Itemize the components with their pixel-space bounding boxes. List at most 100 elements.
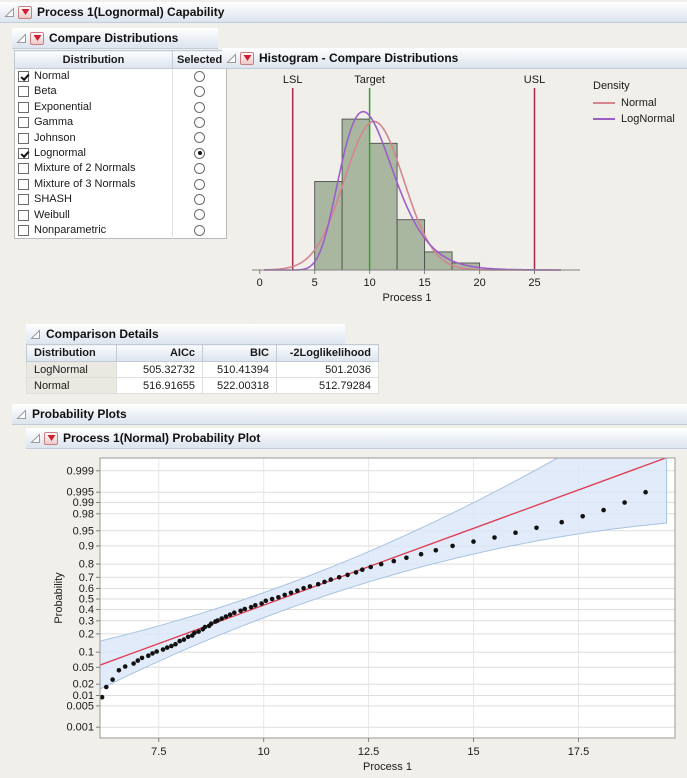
distribution-checkbox[interactable] (18, 194, 29, 206)
col-header-aicc: AICc (116, 344, 203, 362)
distribution-table: Distribution Selected Normal Beta Exponent… (14, 50, 228, 240)
legend-entry-lognormal[interactable]: LogNormal (593, 113, 675, 125)
distribution-checkbox[interactable] (18, 209, 29, 221)
distribution-checkbox[interactable] (18, 71, 29, 82)
distribution-checkbox[interactable] (18, 132, 29, 144)
histogram-chart[interactable]: LSL Target USL 0 5 10 15 20 25 Process 1 (222, 70, 687, 310)
disclosure-triangle-icon[interactable] (30, 432, 41, 444)
legend-entry-normal[interactable]: Normal (593, 97, 675, 109)
y-tick-label: 0.995 (66, 487, 94, 499)
distribution-label: Mixture of 3 Normals (34, 177, 136, 190)
distribution-row: Weibull (14, 207, 227, 224)
compare-distributions-title: Compare Distributions (49, 31, 179, 45)
comparison-row: Normal 516.91655 522.00318 512.79284 (26, 377, 379, 394)
distribution-checkbox[interactable] (18, 178, 29, 190)
y-tick-label: 0.6 (79, 583, 94, 595)
disclosure-triangle-icon[interactable] (16, 408, 27, 420)
disclosure-triangle-icon[interactable] (16, 32, 27, 44)
x-tick-label: 12.5 (358, 746, 379, 758)
x-tick-label: 0 (257, 277, 263, 289)
distribution-checkbox[interactable] (18, 148, 29, 160)
distribution-label: SHASH (34, 193, 72, 206)
y-tick-label: 0.95 (73, 525, 94, 537)
comparison-distribution: Normal (26, 377, 117, 394)
distribution-label: Normal (34, 70, 70, 82)
distribution-radio[interactable] (194, 224, 206, 236)
y-tick-label: 0.99 (73, 497, 94, 509)
distribution-label: Johnson (34, 131, 76, 144)
x-axis-title: Process 1 (383, 292, 432, 304)
red-triangle-menu-icon[interactable] (30, 31, 44, 45)
distribution-checkbox[interactable] (18, 117, 29, 129)
neg2loglikelihood-value: 512.79284 (276, 377, 379, 394)
distribution-radio[interactable] (194, 209, 206, 221)
red-triangle-menu-icon[interactable] (240, 51, 254, 65)
distribution-checkbox[interactable] (18, 101, 29, 113)
comparison-details-table: Distribution AICc BIC -2Loglikelihood Lo… (26, 344, 379, 394)
histogram-legend: Density Normal LogNormal (593, 80, 675, 129)
distribution-checkbox[interactable] (18, 225, 29, 237)
distribution-label: Gamma (34, 116, 74, 129)
y-tick-label: 0.01 (73, 690, 94, 702)
red-triangle-menu-icon[interactable] (44, 431, 58, 445)
y-tick-label: 0.001 (66, 722, 94, 734)
x-axis-title: Process 1 (363, 761, 412, 773)
aicc-value: 516.91655 (116, 377, 203, 394)
y-tick-label: 0.7 (79, 572, 94, 584)
distribution-radio[interactable] (194, 101, 206, 113)
distribution-radio[interactable] (194, 178, 206, 190)
distribution-radio[interactable] (194, 86, 206, 98)
distribution-row: Beta (14, 84, 227, 100)
neg2loglikelihood-value: 501.2036 (276, 361, 379, 378)
comparison-distribution: LogNormal (26, 361, 117, 378)
distribution-radio[interactable] (194, 132, 206, 144)
disclosure-triangle-icon[interactable] (226, 52, 237, 64)
y-tick-label: 0.8 (79, 559, 94, 571)
comparison-row: LogNormal 505.32732 510.41394 501.2036 (26, 361, 379, 378)
bic-value: 510.41394 (202, 361, 277, 378)
y-tick-label: 0.9 (79, 540, 94, 552)
normal-fit-line[interactable] (100, 455, 675, 666)
distribution-radio[interactable] (194, 194, 206, 206)
distribution-radio[interactable] (194, 117, 206, 129)
disclosure-triangle-icon[interactable] (30, 328, 41, 340)
col-header-distribution: Distribution (26, 344, 117, 362)
y-tick-label: 0.02 (73, 679, 94, 691)
normal-line-swatch (593, 102, 615, 104)
distribution-label: Mixture of 2 Normals (34, 162, 136, 175)
lognormal-line-swatch (593, 118, 615, 120)
distribution-row: Gamma (14, 115, 227, 131)
x-tick-label: 5 (312, 277, 318, 289)
comparison-table-body: LogNormal 505.32732 510.41394 501.2036 Norma… (26, 361, 379, 394)
red-triangle-menu-icon[interactable] (18, 5, 32, 19)
histogram-title: Histogram - Compare Distributions (259, 51, 459, 65)
x-tick-label: 17.5 (568, 746, 589, 758)
distribution-row: Nonparametric (14, 223, 227, 239)
col-header-distribution: Distribution (14, 50, 173, 69)
spec-label-usl: USL (524, 74, 545, 86)
distribution-row: Normal (14, 68, 227, 85)
disclosure-triangle-icon[interactable] (4, 6, 15, 18)
x-tick-label: 20 (473, 277, 485, 289)
y-axis-title: Probability (53, 572, 65, 624)
bic-value: 522.00318 (202, 377, 277, 394)
distribution-radio[interactable] (194, 147, 206, 159)
y-tick-label: 0.4 (79, 604, 94, 616)
x-tick-label: 7.5 (151, 746, 166, 758)
y-tick-label: 0.98 (73, 508, 94, 520)
header-normal-probability-plot: Process 1(Normal) Probability Plot (26, 428, 687, 449)
distribution-checkbox[interactable] (18, 86, 29, 98)
probability-plots-title: Probability Plots (32, 407, 127, 421)
y-tick-label: 0.005 (66, 700, 94, 712)
distribution-table-header-row: Distribution Selected (14, 50, 228, 69)
header-probability-plots: Probability Plots (12, 404, 687, 425)
distribution-row: Lognormal (14, 146, 227, 162)
distribution-row: Mixture of 2 Normals (14, 161, 227, 177)
distribution-checkbox[interactable] (18, 163, 29, 175)
distribution-label: Nonparametric (34, 224, 107, 237)
distribution-radio[interactable] (194, 163, 206, 175)
data-points[interactable] (99, 489, 648, 700)
distribution-radio[interactable] (194, 70, 206, 82)
